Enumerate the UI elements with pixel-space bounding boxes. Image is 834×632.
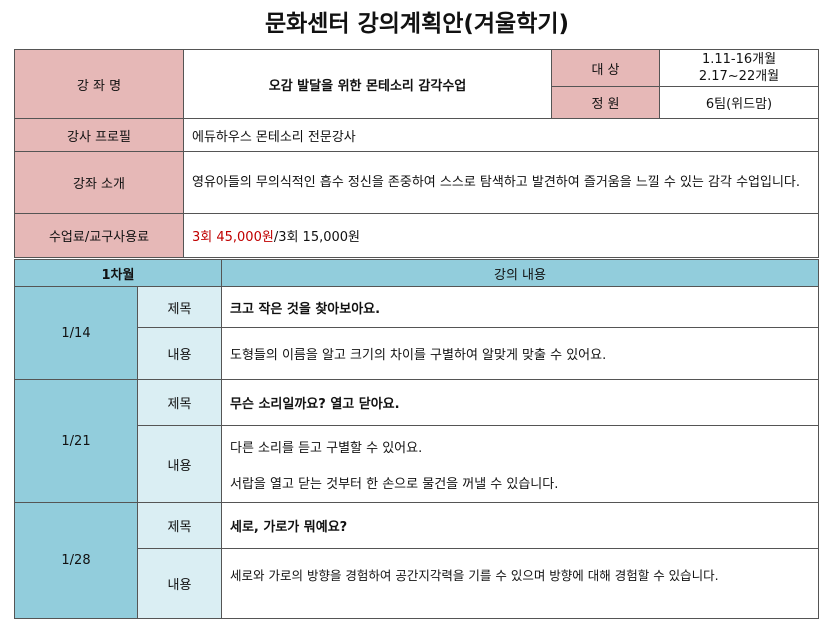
session-date: 1/28	[14, 502, 138, 619]
title-label: 제목	[137, 286, 222, 328]
content-line: 서랍을 열고 닫는 것부터 한 손으로 물건을 꺼낼 수 있습니다.	[230, 476, 559, 492]
session-title: 크고 작은 것을 찾아보아요.	[221, 286, 819, 328]
title-label: 제목	[137, 379, 222, 426]
session-content: 다른 소리를 듣고 구별할 수 있어요. 서랍을 열고 닫는 것부터 한 손으로…	[221, 425, 819, 503]
instructor-label: 강사 프로필	[14, 118, 184, 152]
target-label: 대 상	[551, 49, 660, 87]
content-label: 내용	[137, 548, 222, 619]
capacity-value: 6팀(위드맘)	[659, 86, 819, 119]
content-line: 다른 소리를 듣고 구별할 수 있어요.	[230, 440, 423, 456]
course-name: 오감 발달을 위한 몬테소리 감각수업	[183, 49, 552, 119]
session-content: 세로와 가로의 방향을 경험하여 공간지각력을 기를 수 있으며 방향에 대해 …	[221, 548, 819, 619]
session-content: 도형들의 이름을 알고 크기의 차이를 구별하여 알맞게 맞출 수 있어요.	[221, 327, 819, 380]
content-header: 강의 내용	[221, 259, 819, 287]
session-date: 1/14	[14, 286, 138, 380]
session-date: 1/21	[14, 379, 138, 503]
target-1: 1.11-16개월	[701, 52, 777, 67]
intro-value: 영유아들의 무의식적인 흡수 정신을 존중하여 스스로 탐색하고 발견하여 즐거…	[183, 151, 819, 214]
fee-label: 수업료/교구사용료	[14, 213, 184, 258]
month-header: 1차월	[14, 259, 222, 287]
session-title: 무슨 소리일까요? 열고 닫아요.	[221, 379, 819, 426]
fee-material: /3회 15,000원	[273, 230, 361, 245]
target-value: 1.11-16개월 2.17~22개월	[659, 49, 819, 87]
session-title: 세로, 가로가 뭐예요?	[221, 502, 819, 549]
capacity-label: 정 원	[551, 86, 660, 119]
instructor-value: 에듀하우스 몬테소리 전문강사	[183, 118, 819, 152]
fee-value: 3회 45,000원/3회 15,000원	[183, 213, 819, 258]
fee-course: 3회 45,000원	[192, 230, 274, 245]
content-label: 내용	[137, 327, 222, 380]
intro-label: 강좌 소개	[14, 151, 184, 214]
target-2: 2.17~22개월	[698, 69, 780, 84]
page-title: 문화센터 강의계획안(겨울학기)	[264, 11, 570, 37]
title-label: 제목	[137, 502, 222, 549]
course-label: 강 좌 명	[14, 49, 184, 119]
content-label: 내용	[137, 425, 222, 503]
